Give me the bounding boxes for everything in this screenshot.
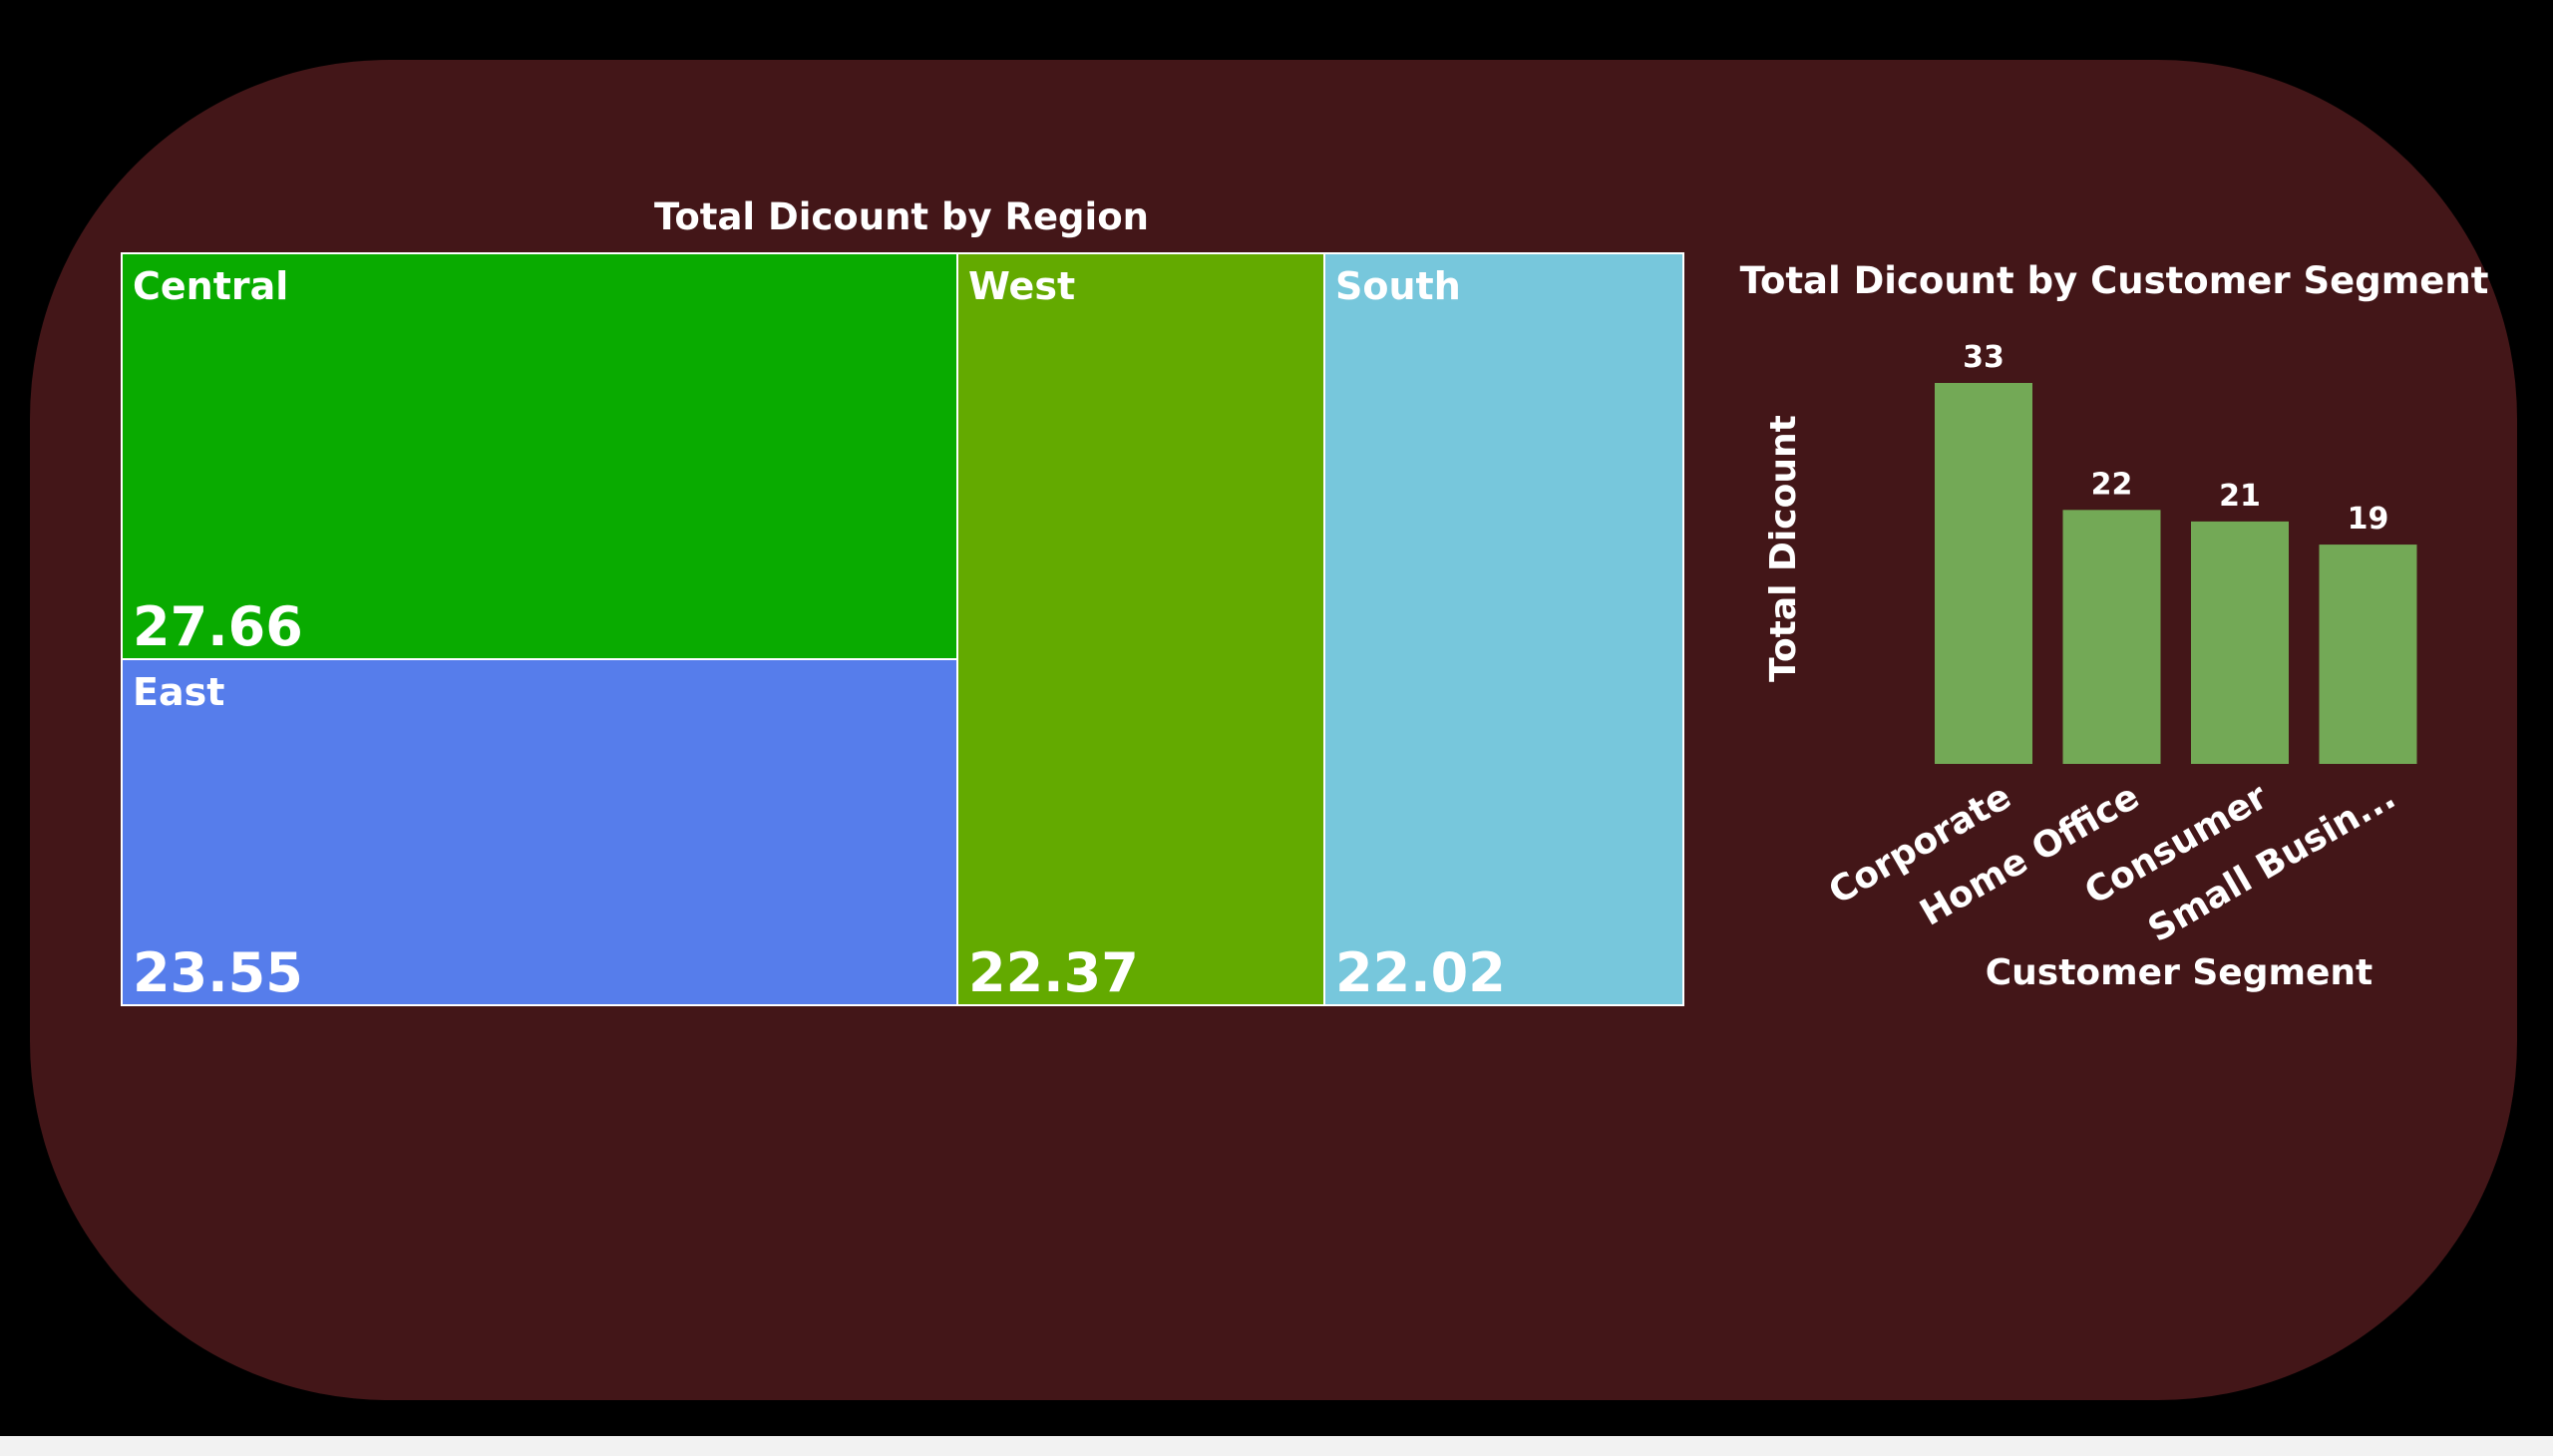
tile-central[interactable]: Central 27.66 [121,252,958,660]
data-label-3: 19 [2348,502,2389,537]
bar-3[interactable] [2319,545,2417,764]
bar-1[interactable] [2062,510,2161,764]
y-axis-label: Total Dicount [1763,415,1804,682]
tile-label: Central [133,264,289,308]
footer-strip [0,1436,2553,1456]
tile-value: 22.02 [1335,941,1506,1004]
tile-west[interactable]: West 22.37 [956,252,1325,1006]
bar-2[interactable] [2191,521,2289,764]
tile-south[interactable]: South 22.02 [1323,252,1684,1006]
x-axis-label: Customer Segment [1986,952,2373,993]
bar-0[interactable] [1935,383,2032,764]
treemap-title: Total Dicount by Region [654,195,1149,238]
tile-label: South [1335,264,1461,308]
region-treemap: Central 27.66 East 23.55 West 22.37 Sout… [121,252,1684,1006]
tile-label: East [133,670,225,714]
tile-value: 23.55 [133,941,303,1004]
tile-value: 22.37 [968,941,1139,1004]
data-label-2: 21 [2219,479,2261,514]
bar-chart-title: Total Dicount by Customer Segment [1739,259,2489,302]
tile-value: 27.66 [133,595,303,658]
tile-label: West [968,264,1076,308]
data-label-0: 33 [1963,340,2005,375]
data-label-1: 22 [2091,467,2133,502]
tile-east[interactable]: East 23.55 [121,658,958,1006]
x-tick-label-1: Home Office [1914,776,2146,933]
